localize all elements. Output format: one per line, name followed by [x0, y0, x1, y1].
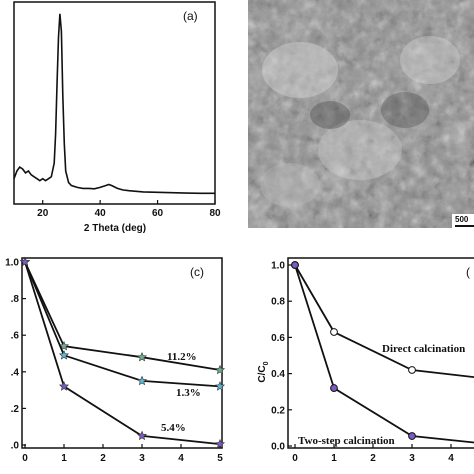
sem-scale-box [452, 214, 474, 228]
ytick-label: 0.0 [271, 442, 285, 453]
sem-particle [318, 120, 402, 180]
xtick-label: 0 [292, 453, 298, 464]
sem-particle [400, 36, 460, 84]
xtick-label: 5 [217, 453, 223, 464]
series-label-11-2: 11.2% [167, 351, 197, 363]
xtick-label: 3 [139, 453, 145, 464]
panel-d-label: ( [466, 265, 470, 279]
series-label-two-step: Two-step calcination [298, 435, 395, 447]
ytick-label: 1.0 [5, 258, 19, 269]
ytick-label: 0.4 [271, 369, 285, 380]
data-point [408, 366, 416, 374]
panel-a-xticks: 20 40 60 80 [37, 200, 221, 219]
panel-d-calcination: 0 1 2 3 40.00.20.40.60.81.0 ( C/C0 Direct ca… [257, 257, 474, 465]
series-label-1-3: 1.3% [176, 387, 201, 399]
data-point [58, 381, 70, 391]
data-point [214, 438, 226, 449]
ylabel-main: C/C [257, 365, 268, 382]
data-point [214, 364, 226, 375]
sem-scale-label: 500 [455, 215, 469, 224]
ytick-label: .2 [11, 404, 20, 415]
data-point [214, 381, 226, 391]
xtick-label: 2 [100, 453, 106, 464]
sem-particle [262, 42, 338, 98]
panel-a-xtick-label: 80 [209, 208, 221, 219]
sem-texture-fine [248, 0, 474, 228]
xtick-label: 3 [409, 453, 415, 464]
series-label-5-4: 5.4% [161, 422, 186, 434]
panel-a-frame [13, 1, 216, 205]
data-point [408, 432, 416, 440]
ylabel-subscript: 0 [263, 361, 270, 365]
sem-particle [381, 92, 429, 128]
xtick-label: 1 [61, 453, 67, 464]
xrd-pattern-line [13, 13, 215, 195]
panel-a-xtick-label: 40 [95, 208, 107, 219]
data-point [291, 261, 299, 269]
ytick-label: 0.2 [271, 405, 285, 416]
panel-a-xtick-label: 20 [37, 208, 49, 219]
data-point [58, 350, 70, 360]
xtick-label: 0 [22, 453, 28, 464]
panel-d-axes: 0 1 2 3 4 0.0 0.2 0.4 0.6 0.8 1.0 [271, 261, 454, 465]
panel-a-xrd: 20 40 60 80 (a) 2 Theta (deg) [13, 1, 221, 234]
ytick-label: .8 [11, 294, 20, 305]
data-point [19, 256, 31, 267]
panel-c-label: (c) [190, 265, 204, 279]
series-line [294, 264, 474, 379]
series-line [24, 261, 221, 371]
ytick-label: .6 [11, 331, 20, 342]
data-point [330, 384, 338, 392]
data-point [136, 430, 148, 441]
panel-a-xtick-label: 60 [152, 208, 164, 219]
panel-a-xlabel: 2 Theta (deg) [84, 223, 146, 234]
xtick-label: 1 [331, 453, 337, 464]
panel-c-degradation: 0 1 2 3 4 5 .0 .2 .4 .6 .8 1.0 (c) 11.2% 1.3% 5.4% [5, 256, 226, 465]
sem-particle [260, 163, 320, 207]
series-line [24, 261, 221, 445]
panel-b-sem-image: 500 [248, 0, 474, 228]
ytick-label: .4 [11, 367, 20, 378]
xtick-label: 4 [448, 453, 454, 464]
panel-d-series [291, 261, 474, 444]
panel-a-label: (a) [183, 9, 198, 23]
xtick-label: 4 [178, 453, 184, 464]
sem-particle [310, 101, 350, 129]
ytick-label: 1.0 [271, 261, 285, 272]
panel-c-series [19, 256, 226, 449]
data-point [136, 375, 148, 386]
data-point [58, 340, 70, 351]
data-point [330, 328, 338, 336]
series-label-direct: Direct calcination [382, 343, 465, 355]
ytick-label: 0.8 [271, 297, 285, 308]
panel-c-axes: 0 1 2 3 4 5 .0 .2 .4 .6 .8 1.0 [5, 258, 223, 465]
ytick-label: 0.6 [271, 333, 285, 344]
series-line [294, 264, 474, 444]
ytick-label: .0 [11, 441, 20, 452]
panel-c-frame [21, 257, 223, 449]
xtick-label: 2 [370, 453, 376, 464]
data-point [136, 351, 148, 362]
panel-d-ylabel: C/C0 [257, 361, 270, 382]
panel-d-frame [287, 257, 474, 449]
series-line [24, 261, 221, 388]
